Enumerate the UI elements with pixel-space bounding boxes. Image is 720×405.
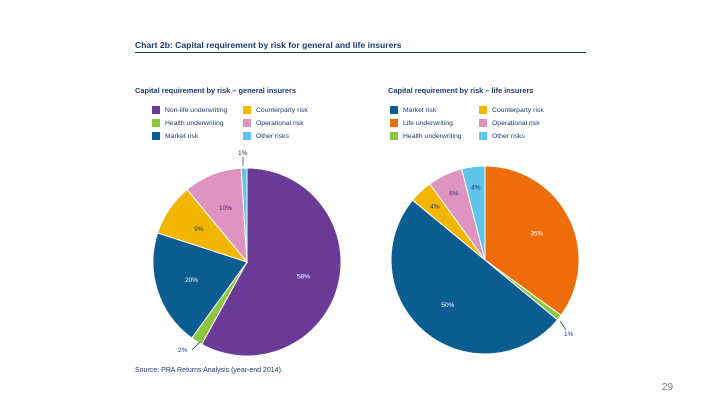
slice-label: 50%	[441, 302, 454, 309]
slice-label: 1%	[238, 150, 248, 157]
legend-item: Life underwriting	[390, 119, 453, 127]
pie-slice	[390, 199, 559, 355]
slice-label: 58%	[297, 273, 310, 280]
legend-swatch	[152, 132, 160, 140]
legend-swatch	[243, 132, 251, 140]
chart-title: Chart 2b: Capital requirement by risk fo…	[135, 40, 402, 50]
pie-slice	[461, 165, 486, 261]
slice-label: 4%	[471, 184, 481, 191]
legend-swatch	[243, 106, 251, 114]
legend-label: Operational risk	[492, 119, 540, 127]
slice-label: 20%	[185, 277, 198, 284]
general-legend: Non-life underwriting Health underwritin…	[152, 106, 352, 146]
slice-label: 35%	[530, 231, 543, 238]
pie-slice	[152, 232, 248, 339]
leader-line	[559, 320, 567, 331]
legend-swatch	[390, 106, 398, 114]
pie-slice	[240, 167, 248, 263]
legend-label: Life underwriting	[403, 119, 453, 127]
legend-label: Other risks	[492, 132, 525, 140]
page-number: 29	[662, 382, 674, 393]
slice-label: 4%	[430, 204, 440, 211]
legend-item: Counterparty risk	[479, 106, 544, 114]
legend-label: Other risks	[256, 132, 289, 140]
legend-item: Counterparty risk	[243, 106, 308, 114]
legend-item: Non-life underwriting	[152, 106, 227, 114]
legend-label: Health underwriting	[403, 132, 462, 140]
legend-item: Health underwriting	[390, 132, 462, 140]
legend-label: Non-life underwriting	[165, 106, 228, 114]
legend-swatch	[243, 119, 251, 127]
general-insurers-subtitle: Capital requirement by risk – general in…	[135, 86, 297, 95]
legend-label: Health underwriting	[165, 119, 224, 127]
legend-item: Market risk	[152, 132, 198, 140]
legend-swatch	[479, 106, 487, 114]
pie-slice	[484, 165, 580, 316]
life-legend: Market risk Life underwriting Health und…	[390, 106, 590, 146]
legend-swatch	[390, 132, 398, 140]
legend-item: Other risks	[479, 132, 525, 140]
legend-swatch	[390, 119, 398, 127]
legend-label: Market risk	[165, 132, 199, 140]
legend-item: Health underwriting	[152, 119, 224, 127]
slice-label: 10%	[219, 205, 232, 212]
title-rule	[135, 52, 586, 53]
legend-swatch	[479, 132, 487, 140]
legend-swatch	[152, 119, 160, 127]
legend-label: Operational risk	[256, 119, 304, 127]
legend-label: Market risk	[403, 106, 437, 114]
slice-label: 6%	[449, 191, 459, 198]
legend-item: Market risk	[390, 106, 436, 114]
slice-label: 9%	[194, 226, 204, 233]
legend-label: Counterparty risk	[256, 106, 308, 114]
legend-swatch	[152, 106, 160, 114]
legend-label: Counterparty risk	[492, 106, 544, 114]
leader-line	[191, 341, 201, 351]
slice-label: 1%	[564, 331, 574, 338]
legend-item: Operational risk	[479, 119, 540, 127]
legend-item: Other risks	[243, 132, 289, 140]
slice-label: 2%	[178, 347, 188, 354]
source-note: Source: PRA Returns Analysis (year-end 2…	[135, 367, 283, 374]
life-insurers-subtitle: Capital requirement by risk – life insur…	[388, 86, 534, 95]
legend-swatch	[479, 119, 487, 127]
pie-slice	[201, 167, 342, 357]
legend-item: Operational risk	[243, 119, 304, 127]
